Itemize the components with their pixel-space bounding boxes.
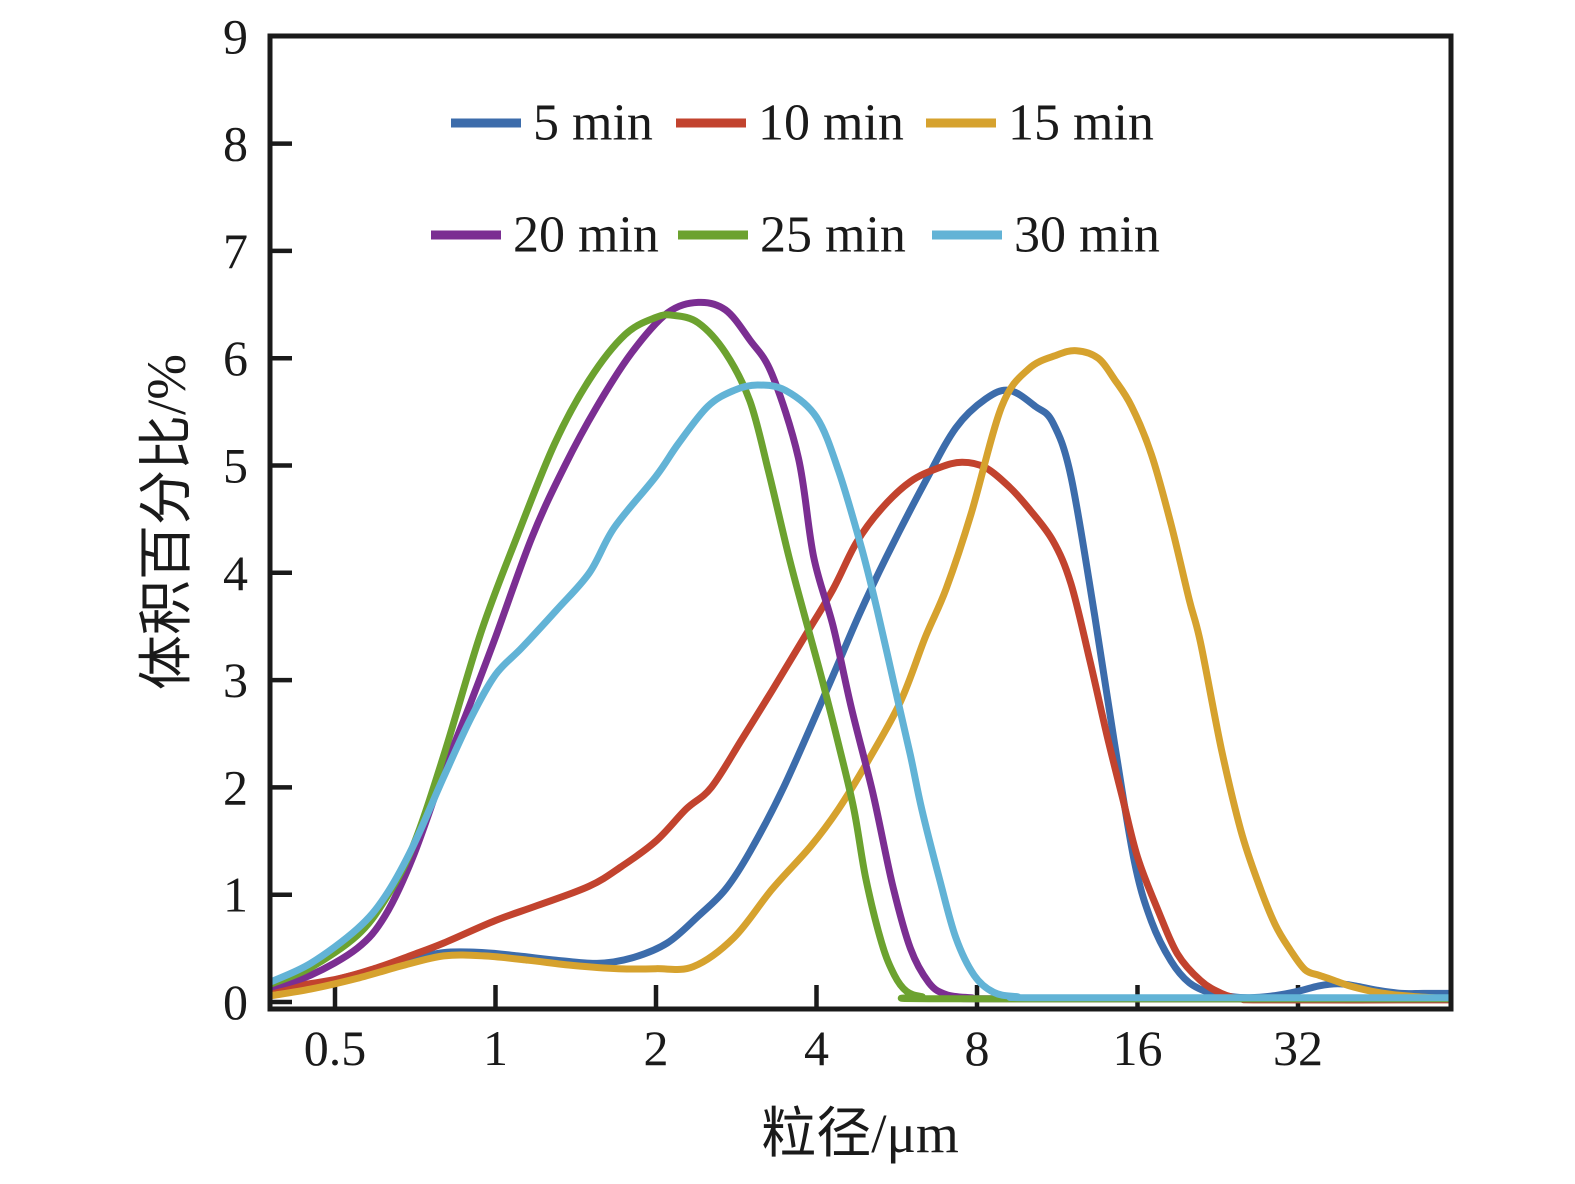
legend-label-10-min: 10 min	[758, 95, 904, 152]
x-tick-label-2: 2	[644, 1020, 669, 1076]
series-line-20-min	[272, 298, 1449, 1003]
legend-item-10-min: 10 min	[676, 95, 904, 152]
y-tick-label-8: 8	[223, 116, 248, 172]
series-line-25-min	[272, 311, 1449, 1003]
legend-item-5-min: 5 min	[451, 95, 653, 152]
series-line-15-min	[272, 347, 1449, 1003]
y-axis-title: 体积百分比/%	[136, 354, 197, 690]
y-tick-label-1: 1	[223, 867, 248, 923]
y-tick-label-6: 6	[223, 330, 248, 386]
series-line-30-min	[272, 381, 1449, 1002]
series-line-5-min	[272, 386, 1449, 1002]
legend-item-25-min: 25 min	[678, 207, 906, 264]
y-tick-label-4: 4	[223, 545, 248, 601]
y-tick-label-7: 7	[223, 223, 248, 279]
y-tick-label-3: 3	[223, 652, 248, 708]
legend-label-25-min: 25 min	[760, 207, 906, 264]
x-tick-label-16: 16	[1113, 1020, 1163, 1076]
series-layer	[272, 298, 1449, 1004]
y-tick-label-9: 9	[223, 8, 248, 64]
legend-item-30-min: 30 min	[932, 207, 1160, 264]
x-tick-label-1: 1	[483, 1020, 508, 1076]
y-tick-label-5: 5	[223, 438, 248, 494]
series-line-10-min	[272, 458, 1449, 1004]
x-axis-title: 粒径/μm	[761, 1103, 959, 1164]
axes-layer: 0 1 2 3 4 5 6 7 8 9 0.5 1 2 4 8 16 32	[223, 8, 1454, 1076]
legend-item-15-min: 15 min	[926, 95, 1154, 152]
legend-label-5-min: 5 min	[533, 95, 653, 152]
legend-label-30-min: 30 min	[1014, 207, 1160, 264]
x-tick-label-8: 8	[965, 1020, 990, 1076]
legend-item-20-min: 20 min	[431, 207, 659, 264]
x-tick-label-32: 32	[1273, 1020, 1323, 1076]
x-tick-label-0.5: 0.5	[304, 1020, 367, 1076]
legend-label-15-min: 15 min	[1008, 95, 1154, 152]
legend-label-20-min: 20 min	[513, 207, 659, 264]
legend: 5 min 10 min 15 min 20 min 25 min 30 min	[431, 95, 1160, 264]
plot-border	[267, 33, 1454, 1012]
y-tick-label-2: 2	[223, 759, 248, 815]
x-tick-label-4: 4	[804, 1020, 829, 1076]
y-tick-label-0: 0	[223, 974, 248, 1030]
